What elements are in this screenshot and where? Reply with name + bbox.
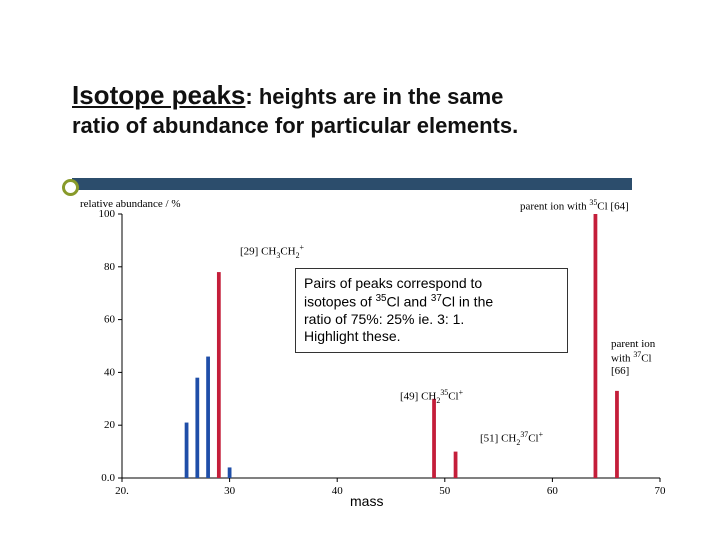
slide: { "title": { "underlined": "Isotope peak…: [0, 0, 720, 540]
mass-spectrum-chart: 0.02040608010020.3040506070 relative abu…: [80, 198, 670, 508]
svg-text:60: 60: [547, 485, 559, 497]
svg-text:20.: 20.: [115, 485, 129, 497]
svg-text:60: 60: [104, 314, 116, 326]
title-rest-line1: : heights are in the same: [245, 84, 503, 109]
bullet-icon: [62, 179, 79, 196]
svg-text:50: 50: [439, 485, 451, 497]
title-underlined: Isotope peaks: [72, 80, 245, 110]
x-axis-label: mass: [350, 493, 383, 509]
peak-label: parent ionwith 37Cl[66]: [611, 338, 655, 377]
chart-svg: 0.02040608010020.3040506070: [80, 198, 670, 508]
svg-text:80: 80: [104, 261, 116, 273]
title-block: Isotope peaks: heights are in the same r…: [72, 80, 652, 139]
svg-text:0.0: 0.0: [101, 472, 115, 484]
peak-label: [51] CH237Cl+: [480, 430, 543, 447]
peak-label: [29] CH3CH2+: [240, 243, 304, 260]
svg-text:20: 20: [104, 419, 116, 431]
svg-text:40: 40: [104, 366, 116, 378]
svg-text:70: 70: [655, 485, 667, 497]
callout-box: Pairs of peaks correspond toisotopes of …: [295, 268, 568, 353]
svg-text:40: 40: [332, 485, 344, 497]
accent-rule: [72, 178, 632, 190]
peak-label: [49] CH235Cl+: [400, 388, 463, 405]
y-axis-label: relative abundance / %: [80, 198, 180, 210]
svg-text:30: 30: [224, 485, 236, 497]
title-line2: ratio of abundance for particular elemen…: [72, 113, 652, 139]
peak-label: parent ion with 35Cl [64]: [520, 198, 629, 213]
